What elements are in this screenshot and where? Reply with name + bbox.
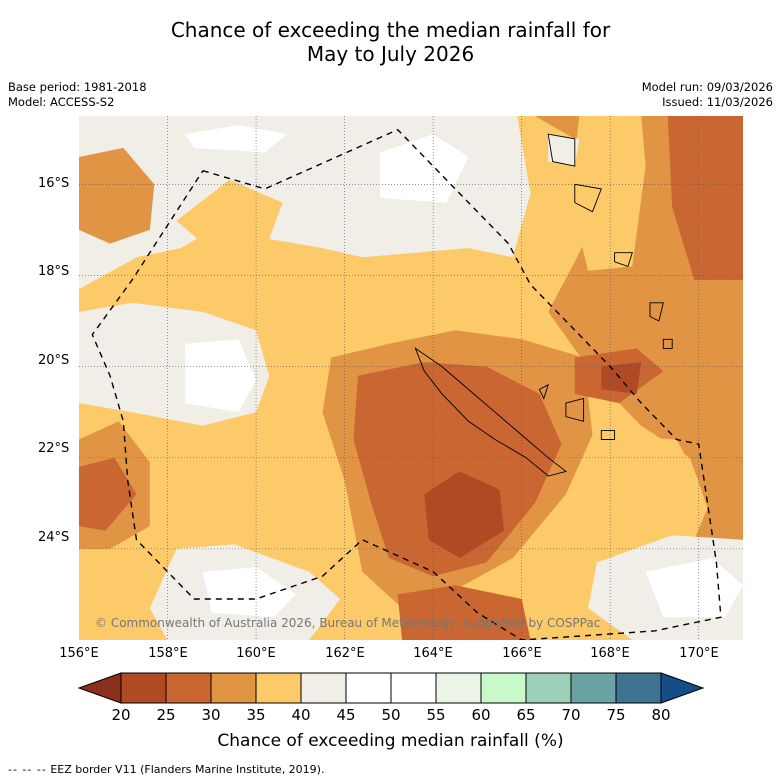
region-40-45-11 xyxy=(548,134,580,167)
colorbar-cell xyxy=(300,672,347,704)
region-25-30-20 xyxy=(397,585,531,640)
colorbar-tick-50: 50 xyxy=(381,706,401,724)
coastline-erromango xyxy=(649,302,664,322)
rainfall-regions xyxy=(79,116,743,640)
lat-label-22s: 22°S xyxy=(38,441,70,456)
colorbar-min-arrow xyxy=(77,672,122,704)
lat-label-20s: 20°S xyxy=(38,353,70,368)
colorbar xyxy=(77,672,705,704)
issued-date: Issued: 11/03/2026 xyxy=(662,95,773,109)
metadata-left: Base period: 1981-2018 Model: ACCESS-S2 xyxy=(8,80,147,110)
colorbar-tick-25: 25 xyxy=(156,706,176,724)
colorbar-cell xyxy=(210,672,257,704)
colorbar-tick-35: 35 xyxy=(246,706,266,724)
lon-label-168e: 168°E xyxy=(590,646,630,661)
model-run: Model run: 09/03/2026 xyxy=(641,80,773,94)
coastline-mare xyxy=(600,429,616,440)
metadata-right: Model run: 09/03/2026 Issued: 11/03/2026 xyxy=(642,80,773,110)
title-line-2: May to July 2026 xyxy=(306,42,475,66)
lon-label-156e: 156°E xyxy=(59,646,99,661)
coastline-malakula xyxy=(574,183,602,213)
colorbar-cell xyxy=(390,672,437,704)
colorbar-cell xyxy=(525,672,572,704)
colorbar-tick-55: 55 xyxy=(426,706,446,724)
region-45-50-24 xyxy=(202,567,296,618)
region-20-25-17 xyxy=(424,471,504,558)
colorbar-cell xyxy=(345,672,392,704)
lon-label-170e: 170°E xyxy=(679,646,719,661)
colorbar-tick-30: 30 xyxy=(201,706,221,724)
colorbar-cells xyxy=(120,672,662,704)
region-35-40-12 xyxy=(610,435,699,540)
region-35-40-9 xyxy=(570,116,646,271)
region-20-25-19 xyxy=(601,362,642,394)
colorbar-tick-70: 70 xyxy=(561,706,581,724)
colorbar-cell xyxy=(120,672,167,704)
copyright-notice: © Commonwealth of Australia 2026, Bureau… xyxy=(95,616,600,630)
region-30-35-2 xyxy=(79,147,155,244)
coastline-tanna xyxy=(662,338,673,349)
colorbar-cell xyxy=(615,672,662,704)
colorbar-tick-60: 60 xyxy=(471,706,491,724)
colorbar-tick-80: 80 xyxy=(651,706,671,724)
coastline-espiritu-santo xyxy=(547,133,576,167)
map-title: Chance of exceeding the median rainfall … xyxy=(0,18,781,66)
region-25-30-10 xyxy=(667,116,743,280)
colorbar-cell xyxy=(570,672,617,704)
eez-legend-dashes: -- -- -- xyxy=(8,763,47,776)
lon-label-164e: 164°E xyxy=(413,646,453,661)
coastline-lifou xyxy=(565,397,585,422)
coastline-ouvea xyxy=(538,383,549,400)
model-name: Model: ACCESS-S2 xyxy=(8,95,115,109)
lon-label-162e: 162°E xyxy=(325,646,365,661)
colorbar-tick-45: 45 xyxy=(336,706,356,724)
region-45-50-7 xyxy=(185,339,257,413)
region-45-50-5 xyxy=(380,134,469,203)
lat-label-18s: 18°S xyxy=(38,264,70,279)
lon-label-160e: 160°E xyxy=(236,646,276,661)
region-45-50-4 xyxy=(185,125,288,153)
colorbar-tick-20: 20 xyxy=(111,706,131,724)
region-25-30-22 xyxy=(79,457,137,531)
base-period: Base period: 1981-2018 xyxy=(8,80,147,94)
lat-label-16s: 16°S xyxy=(38,176,70,191)
colorbar-tick-65: 65 xyxy=(516,706,536,724)
footnote: -- -- -- EEZ border V11 (Flanders Marine… xyxy=(8,763,324,776)
colorbar-tick-40: 40 xyxy=(291,706,311,724)
coastlines xyxy=(414,133,673,477)
coastline-efate xyxy=(614,252,633,267)
eez-legend-text: EEZ border V11 (Flanders Marine Institut… xyxy=(50,763,325,776)
eez-border xyxy=(91,128,722,640)
colorbar-max-arrow xyxy=(660,672,705,704)
colorbar-cell xyxy=(480,672,527,704)
colorbar-cell xyxy=(165,672,212,704)
lat-label-24s: 24°S xyxy=(38,530,70,545)
region-45-50-14 xyxy=(645,558,743,618)
colorbar-cell xyxy=(255,672,302,704)
colorbar-title: Chance of exceeding median rainfall (%) xyxy=(217,731,564,751)
lon-label-158e: 158°E xyxy=(148,646,188,661)
coastline-new-caledonia xyxy=(414,347,567,477)
title-line-1: Chance of exceeding the median rainfall … xyxy=(170,18,611,42)
region-25-30-16 xyxy=(353,362,562,577)
lon-label-166e: 166°E xyxy=(502,646,542,661)
colorbar-tick-75: 75 xyxy=(606,706,626,724)
graticule xyxy=(79,116,743,640)
rainfall-map: © Commonwealth of Australia 2026, Bureau… xyxy=(79,116,743,640)
colorbar-cell xyxy=(435,672,482,704)
